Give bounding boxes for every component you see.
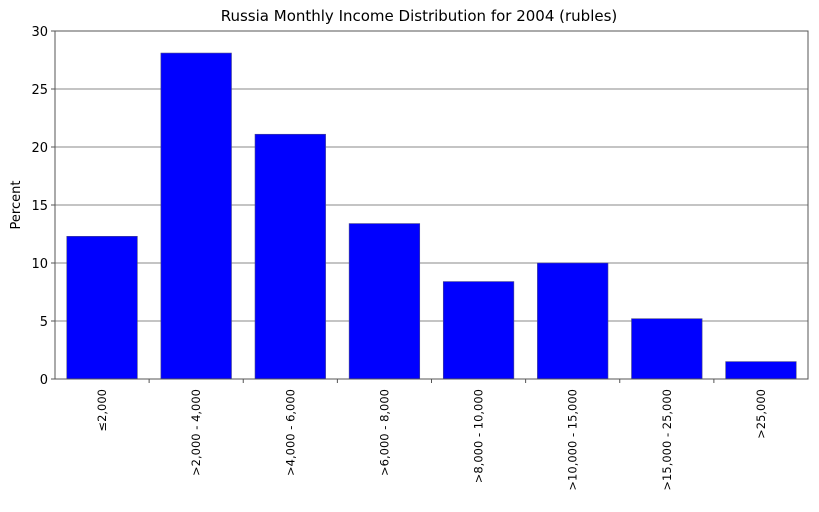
y-tick-label: 0 [40, 373, 48, 388]
y-tick-label: 5 [40, 315, 48, 330]
x-category-label: >6,000 - 8,000 [377, 389, 391, 476]
y-axis-ticks: 0 5 10 15 20 25 30 [31, 25, 55, 388]
x-category-label: >10,000 - 15,000 [566, 389, 580, 491]
y-tick-label: 25 [31, 83, 48, 98]
x-category-label: ≤2,000 [95, 389, 109, 432]
y-tick-label: 30 [31, 25, 48, 40]
bar [348, 223, 421, 380]
x-axis-ticks: ≤2,000 >2,000 - 4,000 >4,000 - 6,000 >6,000… [95, 379, 768, 491]
x-category-label: >15,000 - 25,000 [660, 389, 674, 491]
chart-title: Russia Monthly Income Distribution for 2… [221, 7, 618, 25]
bars [66, 52, 797, 380]
y-tick-label: 15 [31, 199, 48, 214]
bar [725, 361, 797, 380]
bar [537, 262, 609, 380]
bar [66, 236, 138, 380]
bar [160, 52, 232, 380]
y-tick-label: 10 [31, 257, 48, 272]
bar [631, 318, 703, 380]
y-tick-label: 20 [31, 141, 48, 156]
x-category-label: >25,000 [754, 389, 768, 439]
y-axis-label: Percent [9, 181, 24, 230]
bar [254, 133, 326, 380]
x-category-label: >4,000 - 6,000 [283, 389, 297, 476]
x-category-label: >2,000 - 4,000 [189, 389, 203, 476]
x-category-label: >8,000 - 10,000 [472, 389, 486, 483]
bar [442, 281, 515, 380]
